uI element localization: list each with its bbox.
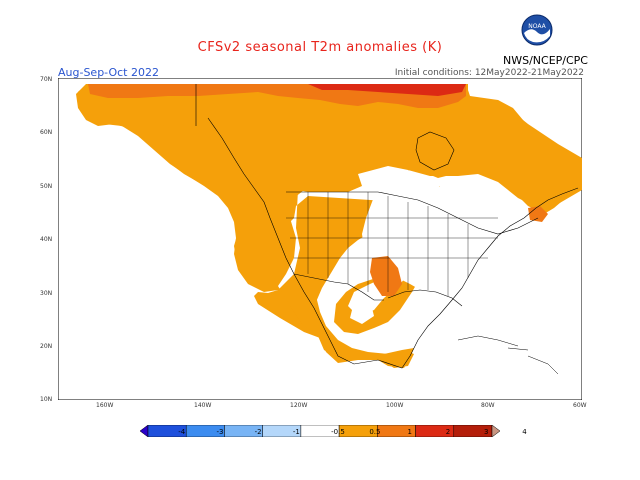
colorbar-label: -4: [178, 428, 186, 436]
colorbar: [140, 425, 500, 437]
lat-label: 40N: [40, 236, 53, 243]
colorbar-label: 4: [522, 428, 527, 436]
coastline-hudson: [415, 131, 455, 171]
map-title: CFSv2 seasonal T2m anomalies (K): [197, 40, 443, 55]
colorbar-label: 0.5: [369, 428, 381, 436]
colorbar-cell: [140, 425, 149, 437]
caribbean-islands: [457, 335, 559, 375]
colorbar-label: -1: [292, 428, 300, 436]
initial-conditions-label: Initial conditions: 12May2022-21May2022: [394, 68, 584, 78]
season-label: Aug-Sep-Oct 2022: [58, 66, 159, 79]
colorbar-cell: [491, 425, 500, 437]
colorbar-label: -3: [216, 428, 224, 436]
lon-label: 160W: [96, 402, 114, 409]
coastline-east: [409, 187, 579, 357]
lon-label: 80W: [481, 402, 495, 409]
noaa-logo: NOAA: [521, 14, 553, 46]
lat-label: 70N: [40, 76, 53, 83]
anomaly-region-orange-land: [78, 84, 582, 368]
lon-label: 60W: [573, 402, 587, 409]
anomaly-region-red-texas: [370, 256, 402, 296]
anomaly-region-white-mexico: [350, 300, 374, 324]
anomaly-region-white-canada: [358, 166, 418, 188]
colorbar-label: 3: [484, 428, 489, 436]
anomaly-region-red-northeast: [528, 206, 548, 222]
lon-label: 120W: [290, 402, 308, 409]
anomaly-region-darkred-north: [308, 84, 466, 96]
lon-label: 140W: [194, 402, 212, 409]
lon-label: 100W: [386, 402, 404, 409]
anomaly-region-white-east: [362, 176, 538, 308]
colorbar-label: -0.5: [331, 428, 345, 436]
colorbar-label: 2: [445, 428, 451, 436]
lat-label: 20N: [40, 343, 53, 350]
coastline-gulf: [387, 289, 463, 307]
colorbar-label: -2: [254, 428, 262, 436]
noaa-logo-text: NOAA: [528, 23, 546, 30]
lat-label: 10N: [40, 396, 53, 403]
state-boundaries: [286, 192, 498, 296]
agency-label: NWS/NCEP/CPC: [503, 54, 588, 67]
lat-label: 60N: [40, 129, 53, 136]
anomaly-map: [58, 78, 582, 400]
lat-label: 50N: [40, 183, 53, 190]
colorbar-label: 1: [407, 428, 413, 436]
lat-label: 30N: [40, 290, 53, 297]
